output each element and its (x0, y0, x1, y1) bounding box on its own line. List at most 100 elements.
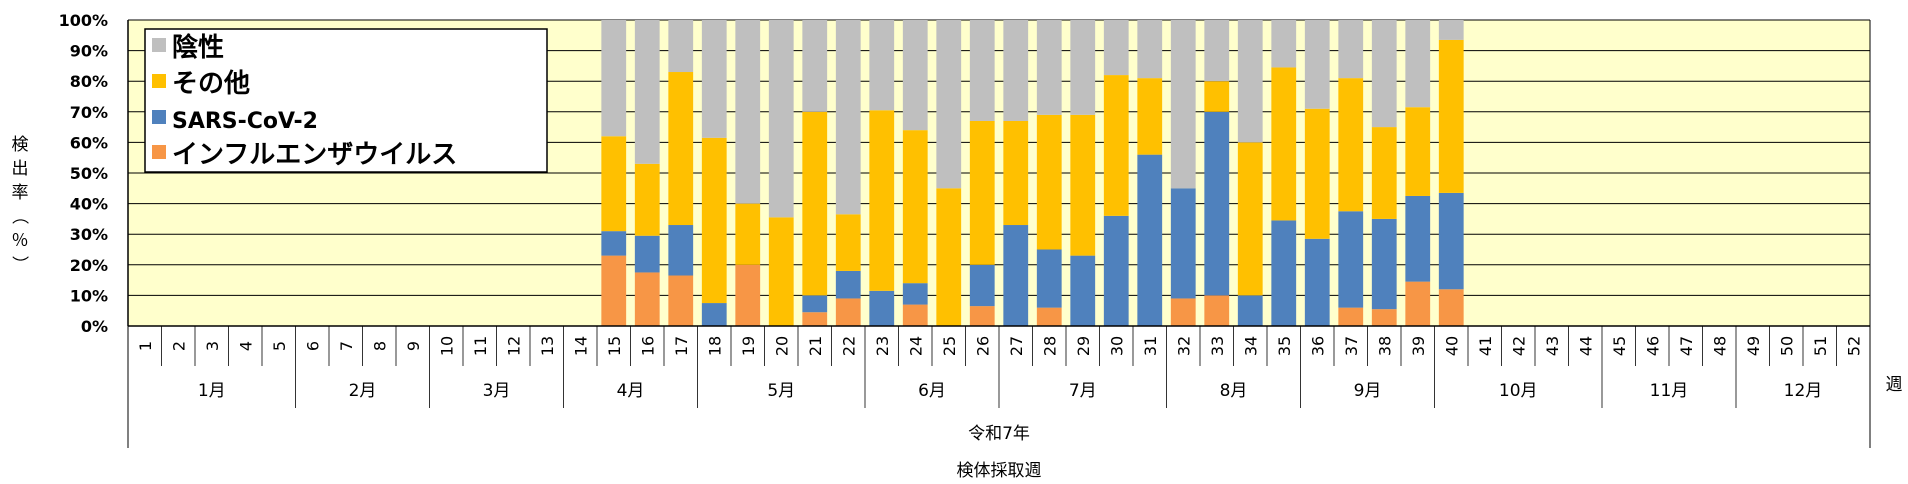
y-axis-label-char: ） (9, 256, 29, 273)
bar-segment-influenza (902, 304, 928, 326)
bar-segment-other (1338, 78, 1364, 212)
bar-segment-sars-cov-2 (1070, 255, 1096, 326)
x-tick-label: 23 (873, 336, 892, 356)
bar-segment-sars-cov-2 (1237, 295, 1263, 326)
bar-segment-sars-cov-2 (1204, 111, 1230, 296)
bar-segment-negative (1070, 20, 1096, 115)
x-tick-label: 36 (1308, 336, 1327, 356)
y-tick-label: 40% (70, 195, 108, 214)
month-label: 5月 (767, 381, 795, 401)
bar-segment-negative (1036, 20, 1062, 115)
bar-segment-sars-cov-2 (1036, 249, 1062, 308)
bar-segment-influenza (1170, 298, 1196, 326)
bar-segment-other (668, 72, 694, 226)
x-tick-label: 13 (538, 336, 557, 356)
bar-segment-influenza (634, 272, 660, 326)
y-axis-label: 検出率 （ ％ ） (9, 135, 29, 273)
x-tick-label: 14 (571, 336, 590, 356)
bar-segment-negative (869, 20, 895, 111)
week-unit-label: 週 (1886, 375, 1903, 395)
bar-segment-influenza (601, 255, 627, 326)
bar-segment-other (634, 163, 660, 236)
month-label: 10月 (1499, 381, 1538, 401)
bar-segment-sars-cov-2 (1405, 195, 1431, 282)
bar-segment-influenza (802, 312, 828, 326)
bar-segment-negative (969, 20, 995, 121)
bar-segment-sars-cov-2 (1338, 211, 1364, 308)
bar-segment-sars-cov-2 (1103, 215, 1129, 326)
bar-segment-sars-cov-2 (601, 231, 627, 256)
bar-segment-sars-cov-2 (869, 290, 895, 326)
bar-segment-sars-cov-2 (835, 270, 861, 299)
bar-segment-other (902, 130, 928, 284)
month-label: 8月 (1220, 381, 1248, 401)
legend-label: 陰性 (172, 32, 224, 63)
bar-segment-influenza (1405, 281, 1431, 326)
x-tick-label: 17 (672, 336, 691, 356)
bar-segment-other (1204, 81, 1230, 112)
bar-segment-negative (1204, 20, 1230, 82)
y-tick-label: 0% (81, 317, 108, 336)
x-tick-label: 32 (1174, 336, 1193, 356)
bar-segment-influenza (1338, 307, 1364, 326)
bar-segment-negative (1003, 20, 1029, 121)
y-tick-label: 100% (59, 11, 108, 30)
x-tick-label: 31 (1141, 336, 1160, 356)
x-tick-label: 34 (1241, 336, 1260, 356)
bar-segment-negative (936, 20, 962, 189)
x-tick-label: 20 (772, 336, 791, 356)
y-tick-label: 20% (70, 256, 108, 275)
x-tick-label: 43 (1543, 336, 1562, 356)
year-label: 令和7年 (968, 424, 1030, 444)
bar-segment-negative (1304, 20, 1330, 109)
bar-segment-other (1438, 39, 1464, 193)
bar-segment-negative (668, 20, 694, 73)
month-label: 2月 (349, 381, 377, 401)
x-tick-label: 9 (404, 341, 423, 351)
bar-segment-negative (835, 20, 861, 215)
y-tick-label: 70% (70, 103, 108, 122)
x-tick-label: 22 (839, 336, 858, 356)
bar-segment-sars-cov-2 (1438, 192, 1464, 290)
bar-segment-sars-cov-2 (668, 225, 694, 276)
bar-segment-other (1070, 114, 1096, 256)
bar-segment-other (1036, 114, 1062, 250)
y-axis-label-char: 検 (12, 135, 29, 155)
bar-segment-negative (735, 20, 761, 204)
legend-item-influenza: インフルエンザウイルス (152, 140, 457, 170)
x-tick-label: 33 (1208, 336, 1227, 356)
x-tick-label: 21 (806, 336, 825, 356)
x-tick-label: 10 (437, 336, 456, 356)
x-tick-label: 3 (203, 341, 222, 351)
x-tick-label: 2 (169, 341, 188, 351)
y-tick-label: 60% (70, 133, 108, 152)
x-tick-label: 12 (504, 336, 523, 356)
x-tick-label: 42 (1509, 336, 1528, 356)
bar-segment-negative (1371, 20, 1397, 128)
x-tick-label: 48 (1710, 336, 1729, 356)
legend-item-negative: 陰性 (152, 32, 224, 63)
x-tick-label: 1 (136, 341, 155, 351)
x-tick-label: 41 (1476, 336, 1495, 356)
legend-swatch (152, 145, 166, 159)
x-tick-label: 28 (1040, 336, 1059, 356)
y-tick-label: 90% (70, 42, 108, 61)
legend-swatch (152, 74, 166, 88)
legend-label: SARS-CoV-2 (172, 109, 318, 134)
x-tick-label: 30 (1107, 336, 1126, 356)
bar-segment-influenza (668, 275, 694, 326)
x-tick-label: 8 (370, 341, 389, 351)
bar-segment-sars-cov-2 (701, 303, 727, 326)
x-tick-label: 16 (638, 336, 657, 356)
bar-segment-other (1405, 107, 1431, 196)
x-tick-label: 38 (1375, 336, 1394, 356)
y-axis-label-char: 率 (12, 183, 29, 203)
y-tick-labels: 0% 10% 20% 30% 40% 50% 60% 70% 80% 90% 100% (59, 11, 108, 336)
x-tick-label: 35 (1275, 336, 1294, 356)
bar-segment-negative (902, 20, 928, 131)
bar-segment-negative (1237, 20, 1263, 143)
y-axis-label-char: ％ (12, 231, 29, 251)
y-tick-label: 50% (70, 164, 108, 183)
bar-segment-sars-cov-2 (634, 235, 660, 273)
x-tick-label: 49 (1744, 336, 1763, 356)
